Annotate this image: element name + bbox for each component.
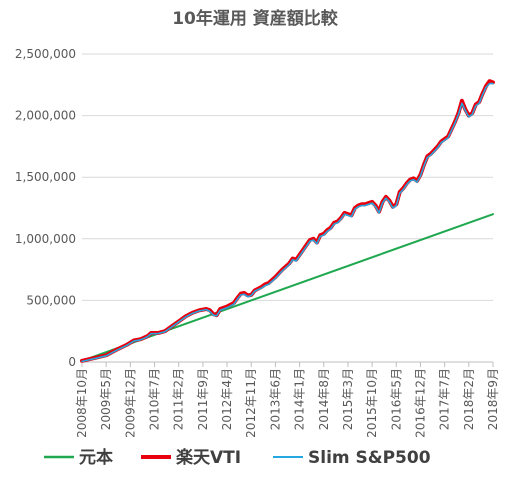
x-tick-label: 2008年10月	[75, 368, 89, 438]
series-lines	[80, 79, 495, 363]
x-axis-ticks: 2008年10月 2009年5月 2009年12月 2010年7月 2011年2月 201…	[75, 362, 500, 438]
x-tick-label: 2010年7月	[148, 368, 162, 430]
y-tick-label: 2,500,000	[15, 47, 76, 61]
gridlines	[82, 53, 493, 363]
x-tick-label: 2011年2月	[172, 368, 186, 430]
x-tick-label: 2009年12月	[123, 368, 137, 438]
legend: 元本 楽天VTI Slim S&P500	[44, 447, 431, 468]
x-tick-label: 2018年2月	[462, 368, 476, 430]
x-tick-label: 2015年10月	[365, 368, 379, 438]
x-tick-label: 2016年5月	[389, 368, 403, 430]
x-tick-label: 2011年9月	[196, 368, 210, 430]
x-tick-label: 2015年3月	[341, 368, 355, 430]
y-tick-label: 0	[68, 355, 76, 369]
series-line-2	[81, 82, 494, 363]
x-tick-label: 2014年8月	[317, 368, 331, 430]
x-tick-label: 2013年6月	[268, 368, 282, 430]
x-tick-label: 2014年1月	[293, 368, 307, 430]
legend-label: 楽天VTI	[176, 447, 241, 468]
x-tick-label: 2012年4月	[220, 368, 234, 430]
x-tick-label: 2016年12月	[413, 368, 427, 438]
series-line-0	[81, 213, 494, 362]
x-tick-label: 2018年9月	[486, 368, 500, 430]
y-axis-ticks: 0 500,000 1,000,000 1,500,000 2,000,000 2,500…	[15, 47, 76, 369]
x-tick-label: 2017年7月	[438, 368, 452, 430]
legend-label: 元本	[79, 447, 113, 468]
series-line-1	[80, 79, 495, 363]
y-tick-label: 1,000,000	[15, 232, 76, 246]
legend-label: Slim S&P500	[308, 448, 431, 468]
y-tick-label: 1,500,000	[15, 170, 76, 184]
x-tick-label: 2009年5月	[99, 368, 113, 430]
chart-title: 10年運用 資産額比較	[172, 8, 339, 29]
y-tick-label: 2,000,000	[15, 109, 76, 123]
y-tick-label: 500,000	[26, 293, 76, 307]
x-tick-label: 2012年11月	[244, 368, 258, 438]
